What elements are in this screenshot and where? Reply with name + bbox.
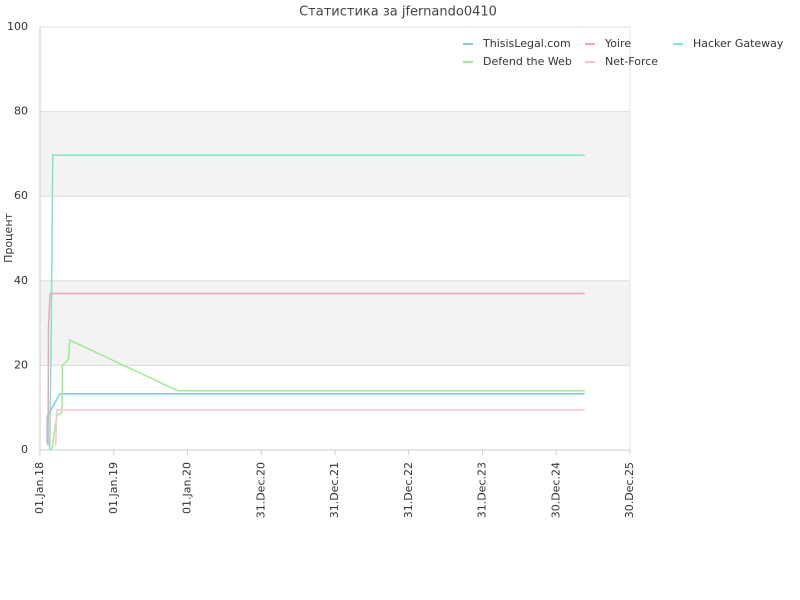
series-line: [47, 292, 585, 446]
series-line: [55, 409, 585, 446]
y-tick-label: 0: [21, 443, 28, 456]
x-tick-label: 31.Dec.23: [476, 462, 489, 518]
y-tick-label: 60: [14, 189, 28, 202]
chart-title: Статистика за jfernando0410: [299, 5, 497, 20]
x-tick-label: 31.Dec.21: [328, 462, 341, 518]
x-tick-label: 01.Jan.18: [33, 462, 46, 514]
legend-label: Defend the Web: [483, 55, 572, 68]
x-tick-label: 01.Jan.20: [181, 462, 194, 514]
y-axis-label: Процент: [2, 212, 15, 262]
x-tick-label: 01.Jan.19: [107, 462, 120, 514]
x-tick-label: 31.Dec.20: [254, 462, 267, 518]
series-line: [51, 338, 585, 451]
series-line: [48, 154, 585, 451]
y-tick-label: 100: [7, 20, 28, 33]
legend-label: Net-Force: [605, 55, 658, 68]
legend-label: Hacker Gateway: [693, 37, 784, 50]
y-tick-label: 20: [14, 358, 28, 371]
grid-band: [40, 280, 630, 366]
y-tick-label: 80: [14, 105, 28, 118]
y-tick-label: 40: [14, 274, 28, 287]
legend-label: ThisisLegal.com: [482, 37, 571, 50]
x-tick-label: 30.Dec.24: [549, 462, 562, 518]
grid-band: [40, 111, 630, 197]
x-tick-label: 31.Dec.22: [402, 462, 415, 518]
legend-label: Yoire: [604, 37, 631, 50]
x-tick-label: 30.Dec.25: [623, 462, 636, 518]
series-line: [46, 392, 585, 444]
